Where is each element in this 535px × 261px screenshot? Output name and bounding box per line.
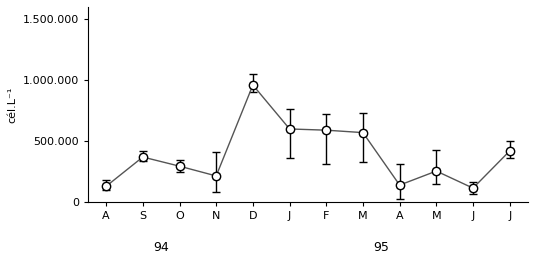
Text: 95: 95 — [373, 241, 389, 254]
Text: 94: 94 — [154, 241, 169, 254]
Y-axis label: cél.L⁻¹: cél.L⁻¹ — [7, 86, 17, 123]
